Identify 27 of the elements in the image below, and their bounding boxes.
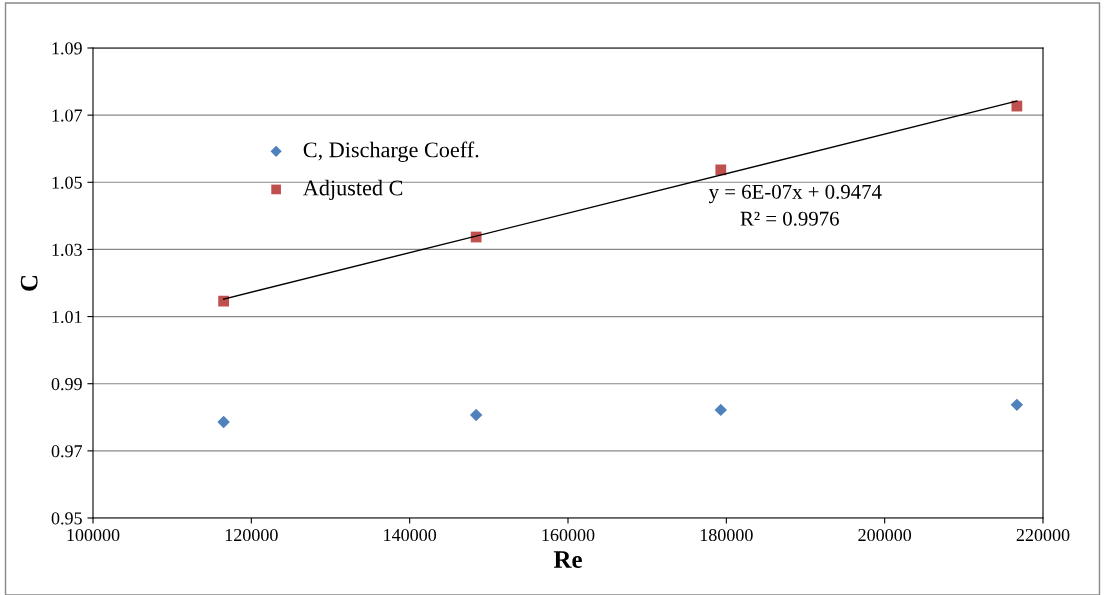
y-tick-label: 1.09 <box>52 42 82 55</box>
x-tick-label: 180000 <box>700 528 753 542</box>
y-tick-label: 1.07 <box>52 109 83 122</box>
y-tick-label: 1.05 <box>52 176 82 189</box>
y-tick-label: 0.97 <box>51 445 83 458</box>
point <box>218 295 229 307</box>
annotation: R² = 0.9976 <box>740 211 839 226</box>
x-tick-label: 220000 <box>1016 528 1070 542</box>
x-axis-title: Re <box>553 551 582 568</box>
point <box>217 415 230 429</box>
y-tick-label: 0.99 <box>51 377 82 391</box>
y-tick-label: 1.03 <box>52 243 82 256</box>
annotation: y = 6E-07x + 0.9474 <box>708 184 882 204</box>
x-tick-label: 100000 <box>67 528 120 542</box>
point <box>714 403 727 417</box>
y-tick-label: 0.95 <box>51 512 82 525</box>
y-axis-title: C <box>20 275 38 291</box>
x-tick-label: 120000 <box>225 528 278 542</box>
x-tick-label: 140000 <box>384 528 437 542</box>
y-tick-label: 1.01 <box>52 310 82 324</box>
x-tick-label: 200000 <box>858 528 912 542</box>
legend-label: Adjusted C <box>303 179 403 200</box>
legend-label: C, Discharge Coeff. <box>303 141 479 162</box>
point <box>1010 398 1024 412</box>
x-tick-label: 160000 <box>542 528 595 542</box>
point <box>469 408 483 422</box>
point <box>715 164 727 176</box>
